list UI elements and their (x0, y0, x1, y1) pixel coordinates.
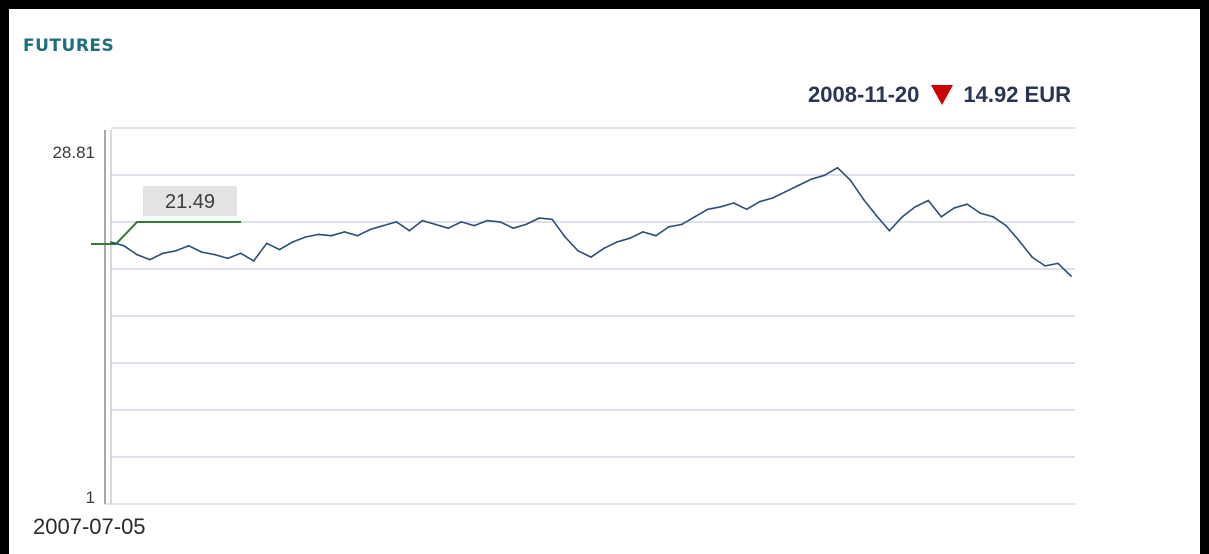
data-point (927, 199, 930, 202)
data-point (849, 179, 852, 182)
data-point (732, 202, 735, 204)
data-point (395, 220, 398, 223)
data-point (667, 225, 670, 228)
data-point (966, 203, 969, 206)
data-point (161, 252, 164, 255)
data-point (901, 215, 904, 218)
reference-label-box (143, 186, 237, 216)
data-point (460, 220, 463, 223)
data-point (979, 212, 982, 214)
data-points (110, 166, 1072, 277)
data-point (538, 217, 541, 219)
data-point (603, 247, 605, 250)
data-point (382, 224, 385, 227)
down-arrow-icon (931, 85, 954, 105)
data-point (1070, 275, 1072, 277)
data-point (369, 228, 372, 231)
reference-label: 21.49 (165, 191, 215, 213)
data-point (823, 174, 826, 177)
data-point (1057, 262, 1059, 265)
data-point (784, 190, 787, 193)
data-point (758, 200, 761, 203)
data-point (317, 233, 320, 236)
quote-value: 14.92 EUR (963, 82, 1071, 107)
data-point (486, 219, 489, 222)
data-point (291, 241, 294, 243)
data-point (564, 236, 566, 238)
reference-marker: 21.49 (91, 186, 241, 245)
data-point (953, 207, 956, 209)
data-point (577, 249, 579, 252)
grid-lines (111, 127, 1075, 458)
data-point (473, 224, 476, 227)
data-point (551, 218, 553, 221)
data-point (862, 198, 865, 201)
data-point (745, 208, 748, 211)
data-point (875, 214, 878, 217)
data-point (187, 244, 190, 247)
data-point (1031, 256, 1033, 259)
data-point (654, 234, 657, 237)
data-point (1005, 224, 1008, 227)
data-point (356, 234, 359, 237)
y-tick-label-min: 1 (86, 488, 95, 507)
data-point (408, 229, 411, 232)
data-point (149, 258, 151, 261)
x-tick-label-start: 2007-07-05 (33, 514, 146, 539)
data-point (499, 220, 502, 223)
data-point (226, 257, 229, 260)
data-point (123, 244, 125, 247)
data-point (343, 231, 346, 233)
data-point (447, 227, 450, 230)
data-point (616, 241, 618, 243)
data-point (693, 215, 696, 218)
quote-date: 2008-11-20 (808, 82, 920, 107)
data-point (110, 241, 112, 243)
data-point (512, 227, 515, 230)
data-point (213, 253, 216, 256)
data-point (706, 208, 709, 211)
data-point (590, 256, 592, 259)
data-point (810, 178, 813, 180)
data-point (421, 219, 424, 222)
data-point (174, 249, 177, 252)
data-point (136, 253, 138, 256)
data-point (771, 197, 774, 199)
reference-line (91, 221, 241, 245)
data-point (641, 231, 644, 233)
data-point (304, 236, 307, 238)
y-tick-label-max: 28.81 (52, 143, 95, 162)
data-point (252, 259, 255, 262)
data-point (836, 166, 839, 169)
last-quote: 2008-11-20 14.92 EUR (808, 82, 1071, 108)
data-point (797, 184, 800, 187)
data-point (940, 215, 943, 218)
data-point (265, 242, 268, 245)
data-point (330, 234, 333, 237)
data-point (629, 237, 631, 240)
data-point (914, 205, 917, 208)
data-point (434, 223, 437, 226)
panel-title: FUTURES (23, 36, 115, 56)
data-point (200, 251, 203, 253)
data-point (992, 215, 995, 218)
data-point (888, 229, 891, 232)
data-point (239, 252, 242, 255)
data-point (680, 223, 683, 226)
data-point (719, 205, 722, 208)
data-point (278, 248, 281, 251)
data-point (1044, 265, 1046, 267)
data-point (525, 223, 528, 226)
data-point (1018, 239, 1021, 242)
